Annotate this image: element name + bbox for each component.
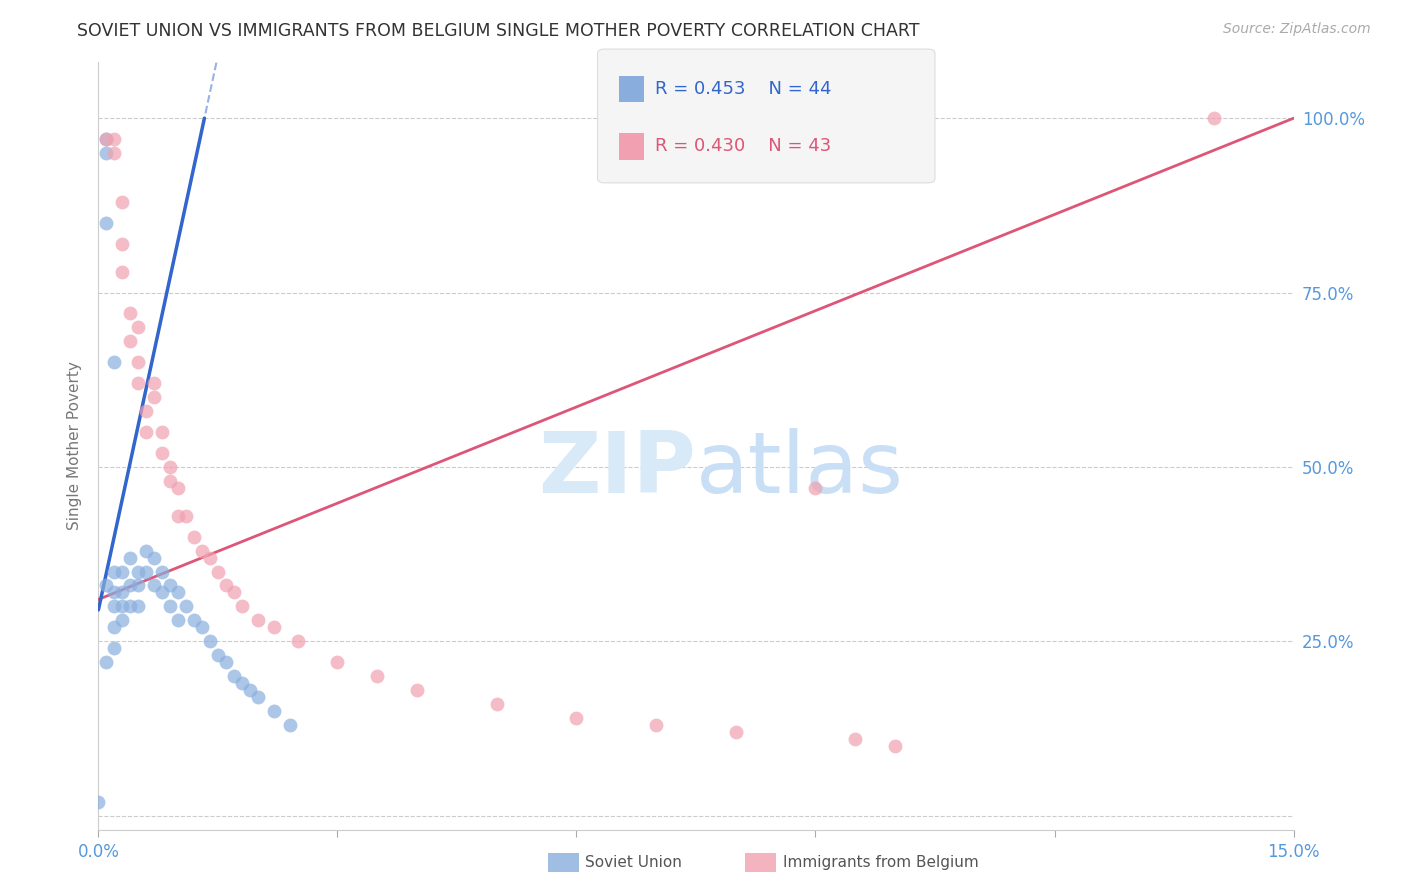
Point (159, 459, 181, 474)
Point (159, 578, 181, 592)
Point (167, 613, 190, 627)
Point (111, 565, 134, 579)
Point (215, 578, 238, 592)
Point (135, 404, 157, 418)
Point (263, 704, 285, 718)
Point (174, 599, 197, 614)
Point (127, 376, 149, 391)
Text: SOVIET UNION VS IMMIGRANTS FROM BELGIUM SINGLE MOTHER POVERTY CORRELATION CHART: SOVIET UNION VS IMMIGRANTS FROM BELGIUM … (77, 22, 920, 40)
Point (804, 481, 827, 495)
Point (96, 578, 118, 592)
Point (645, 718, 668, 732)
Point (135, 543, 157, 558)
Point (120, 578, 142, 592)
Text: Source: ZipAtlas.com: Source: ZipAtlas.com (1223, 22, 1371, 37)
Point (150, 425, 173, 439)
Point (127, 565, 149, 579)
Point (120, 599, 142, 614)
Point (167, 481, 190, 495)
Point (103, 146, 125, 161)
Point (111, 236, 134, 251)
Point (103, 599, 125, 614)
Point (1202, 112, 1225, 126)
Point (103, 641, 125, 656)
Text: Immigrants from Belgium: Immigrants from Belgium (783, 855, 979, 870)
Point (127, 578, 149, 592)
Point (103, 585, 125, 599)
Point (231, 676, 253, 690)
Point (120, 306, 142, 320)
Point (246, 690, 269, 704)
Point (143, 376, 166, 391)
Point (191, 620, 214, 634)
Point (191, 543, 214, 558)
Point (87, 795, 110, 809)
Text: R = 0.453    N = 44: R = 0.453 N = 44 (655, 80, 832, 98)
Point (135, 425, 157, 439)
Point (263, 620, 285, 634)
Point (174, 508, 197, 523)
Point (150, 585, 173, 599)
Point (167, 508, 190, 523)
Point (565, 711, 588, 725)
Point (96, 655, 118, 669)
Point (198, 634, 221, 648)
Text: ZIP: ZIP (538, 427, 696, 510)
Point (120, 550, 142, 565)
Point (159, 599, 181, 614)
Point (143, 578, 166, 592)
Point (207, 565, 229, 579)
Point (103, 132, 125, 146)
Point (406, 683, 429, 698)
Point (96, 132, 118, 146)
Point (239, 683, 262, 698)
Point (485, 697, 508, 711)
Point (111, 265, 134, 279)
Point (143, 390, 166, 404)
Point (150, 446, 173, 460)
Text: Soviet Union: Soviet Union (585, 855, 682, 870)
Point (96, 216, 118, 230)
Point (724, 725, 747, 739)
Point (135, 565, 157, 579)
Point (167, 585, 190, 599)
Y-axis label: Single Mother Poverty: Single Mother Poverty (67, 361, 83, 531)
Point (183, 613, 205, 627)
Point (366, 669, 388, 683)
Point (215, 655, 238, 669)
Point (96, 132, 118, 146)
Point (111, 613, 134, 627)
Point (103, 355, 125, 369)
Point (884, 739, 907, 753)
Point (127, 320, 149, 334)
Point (96, 146, 118, 161)
Point (278, 718, 301, 732)
Point (143, 550, 166, 565)
Point (198, 550, 221, 565)
Point (111, 585, 134, 599)
Point (207, 648, 229, 663)
Point (326, 655, 349, 669)
Point (103, 565, 125, 579)
Point (127, 355, 149, 369)
Point (150, 565, 173, 579)
Point (231, 599, 253, 614)
Point (222, 585, 245, 599)
Point (844, 731, 866, 746)
Point (111, 599, 134, 614)
Point (222, 669, 245, 683)
Point (120, 334, 142, 349)
Point (103, 620, 125, 634)
Text: atlas: atlas (696, 427, 904, 510)
Text: R = 0.430    N = 43: R = 0.430 N = 43 (655, 137, 831, 155)
Point (127, 599, 149, 614)
Point (159, 474, 181, 488)
Point (287, 634, 309, 648)
Point (183, 530, 205, 544)
Point (246, 613, 269, 627)
Point (111, 194, 134, 209)
